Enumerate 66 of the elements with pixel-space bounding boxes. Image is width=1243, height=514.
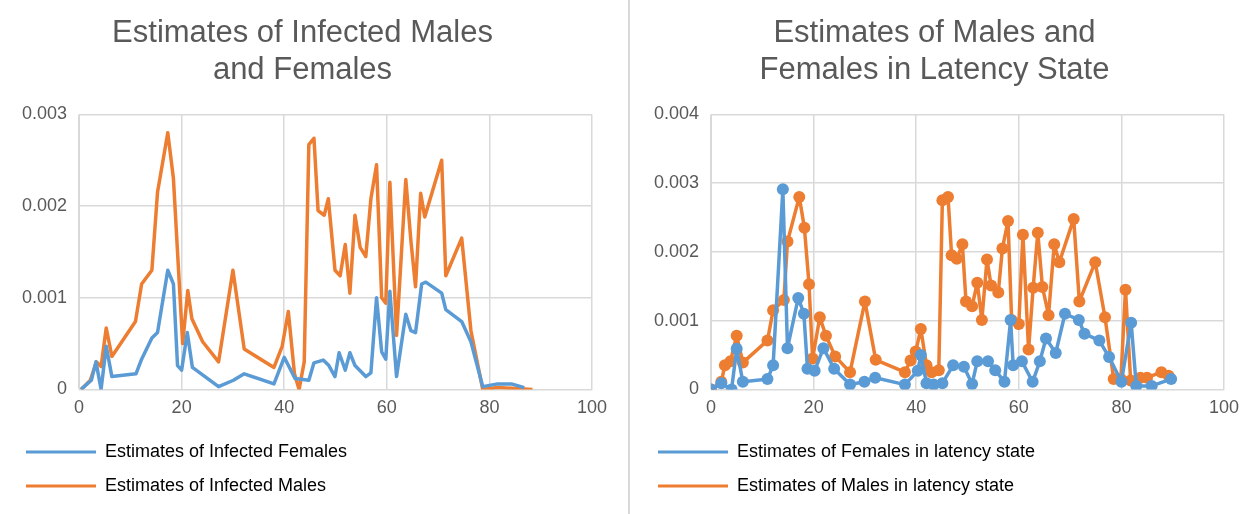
point	[781, 342, 794, 355]
x-tick-label: 100	[576, 397, 608, 418]
y-tick-label: 0	[57, 378, 68, 399]
point	[957, 360, 970, 373]
point	[817, 342, 830, 355]
y-tick-label: 0	[689, 378, 700, 399]
point	[989, 364, 1002, 377]
point	[797, 307, 810, 320]
point	[792, 291, 805, 304]
point	[998, 375, 1011, 388]
point	[1049, 346, 1062, 359]
point	[767, 359, 780, 372]
point	[911, 364, 924, 377]
x-tick-label: 80	[1111, 397, 1132, 418]
x-tick-label: 40	[906, 397, 927, 418]
legend-label: Estimates of Males in latency state	[737, 474, 1015, 495]
point	[776, 183, 789, 196]
x-tick-label: 100	[1208, 397, 1240, 418]
y-tick-label: 0.002	[22, 195, 68, 216]
point	[844, 378, 857, 390]
point	[1015, 355, 1028, 368]
chart-title: Estimates of Infected Males and Females	[112, 14, 493, 87]
x-tick-label: 80	[479, 397, 500, 418]
point	[936, 377, 949, 390]
y-tick-label: 0.002	[654, 240, 700, 261]
y-tick-label: 0.003	[22, 103, 68, 124]
legend-label: Estimates of Infected Females	[105, 440, 348, 461]
point	[1033, 355, 1046, 368]
point	[1130, 379, 1143, 390]
point	[761, 373, 774, 386]
x-tick-label: 0	[74, 397, 85, 418]
point	[1039, 332, 1052, 345]
point	[1072, 313, 1085, 326]
point	[1058, 307, 1071, 320]
point	[858, 375, 871, 388]
legend-label: Estimates of Infected Males	[105, 474, 327, 495]
point	[898, 378, 911, 390]
point	[971, 355, 984, 368]
point	[1145, 379, 1158, 390]
point	[1026, 375, 1039, 388]
chart-title: Estimates of Males and Females in Latency State	[759, 14, 1110, 87]
point	[966, 377, 979, 390]
point	[914, 349, 927, 362]
point	[1078, 327, 1091, 340]
y-tick-label: 0.001	[654, 309, 700, 330]
legend-label: Estimates of Females in latency state	[737, 440, 1036, 461]
x-tick-label: 60	[1008, 397, 1029, 418]
point	[828, 362, 841, 375]
x-tick-label: 20	[171, 397, 192, 418]
y-tick-label: 0.001	[22, 286, 68, 307]
point	[947, 359, 960, 372]
y-tick-label: 0.004	[654, 103, 700, 124]
point	[1125, 316, 1138, 329]
point	[730, 342, 743, 355]
y-tick-label: 0.003	[654, 172, 700, 193]
point	[808, 364, 821, 377]
point	[736, 375, 749, 388]
point	[869, 371, 882, 384]
x-tick-label: 0	[706, 397, 717, 418]
x-tick-label: 60	[376, 397, 397, 418]
x-tick-label: 40	[274, 397, 295, 418]
point	[982, 355, 995, 368]
point	[1103, 351, 1116, 364]
point	[1093, 334, 1106, 347]
x-tick-label: 20	[803, 397, 824, 418]
point	[1165, 373, 1178, 386]
